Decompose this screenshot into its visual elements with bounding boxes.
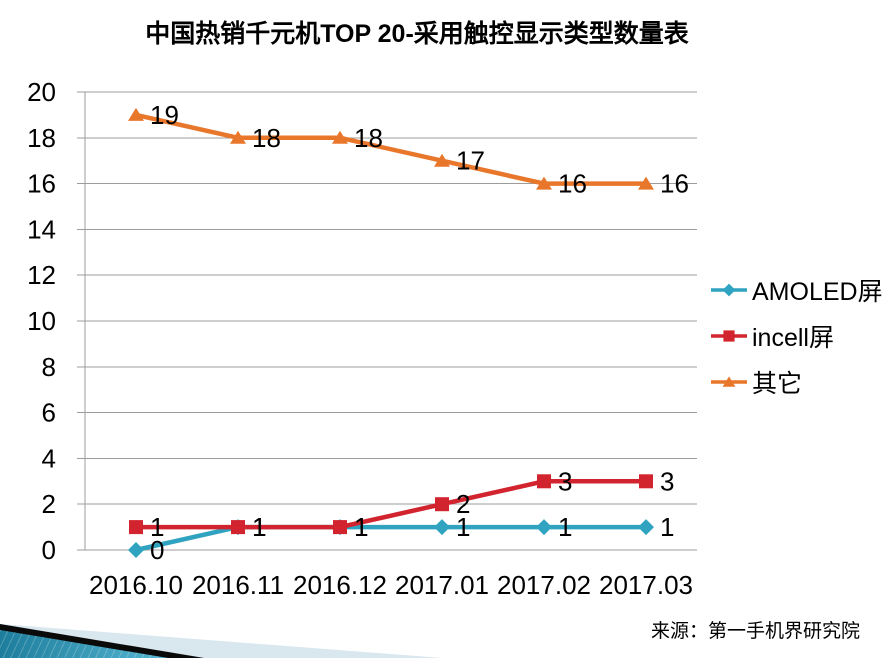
triangle-marker [230, 130, 246, 144]
y-tick-label: 20 [27, 77, 56, 107]
diamond-marker [128, 542, 144, 558]
y-tick-label: 0 [42, 535, 56, 565]
series-line [135, 112, 646, 186]
chart-title: 中国热销千元机TOP 20-采用触控显示类型数量表 [145, 20, 689, 48]
line-triangle-marker-icon [711, 376, 747, 387]
square-marker [537, 474, 551, 489]
data-label: 3 [558, 466, 572, 496]
y-tick-label: 4 [42, 443, 56, 473]
y-tick-label: 2 [42, 489, 56, 519]
series-line [135, 524, 646, 553]
x-tick-label: 2017.02 [497, 570, 591, 600]
data-label: 2 [456, 489, 470, 519]
legend-label-other: 其它 [752, 370, 803, 398]
square-marker [231, 520, 245, 535]
y-tick-label: 10 [27, 306, 56, 336]
line-diamond-marker-icon [711, 283, 747, 297]
data-label: 16 [558, 169, 587, 199]
legend: AMOLED屏 incell屏 其它 [710, 275, 896, 413]
data-label: 1 [456, 512, 470, 542]
line-square-marker-icon [711, 330, 747, 342]
data-label: 16 [660, 169, 689, 199]
square-marker [129, 520, 143, 535]
square-marker [435, 497, 449, 512]
triangle-marker [722, 376, 736, 387]
x-tick-label: 2016.12 [293, 570, 387, 600]
x-tick-label: 2016.11 [192, 570, 284, 600]
square-marker [333, 520, 347, 535]
diamond-marker [638, 519, 654, 536]
data-label: 1 [150, 512, 164, 542]
data-label: 1 [252, 512, 266, 542]
legend-label-amoled: AMOLED屏 [752, 278, 883, 306]
triangle-marker [536, 176, 552, 190]
diamond-marker [434, 519, 450, 536]
y-tick-label: 14 [27, 214, 56, 244]
y-tick-label: 12 [27, 260, 56, 290]
legend-label-incell: incell屏 [752, 324, 834, 352]
triangle-marker [128, 107, 144, 121]
y-tick-label: 18 [27, 123, 56, 153]
x-tick-label: 2017.01 [395, 570, 489, 600]
series-0: 01 1 1 1 1 [128, 512, 674, 565]
series-2: 19 18 18 17 16 16 [128, 100, 689, 199]
legend-item-amoled: AMOLED屏 [710, 275, 896, 306]
series-line [136, 479, 646, 530]
data-label: 18 [354, 123, 383, 153]
y-tick-label: 16 [27, 169, 56, 199]
triangle-marker [638, 176, 654, 190]
diamond-marker [722, 283, 736, 297]
data-label: 1 [558, 512, 572, 542]
data-label: 17 [456, 146, 485, 176]
square-marker [639, 474, 653, 489]
x-tick-label: 2016.10 [89, 570, 183, 600]
y-tick-label: 8 [42, 352, 56, 382]
triangle-marker [434, 153, 450, 167]
legend-item-other: 其它 [710, 367, 896, 398]
data-label: 3 [660, 466, 674, 496]
square-marker [723, 330, 735, 342]
data-label: 1 [354, 512, 368, 542]
data-label: 0 [150, 535, 164, 565]
triangle-marker [332, 130, 348, 144]
x-tick-label: 2017.03 [599, 570, 693, 600]
y-tick-label: 6 [42, 398, 56, 428]
diamond-marker [536, 519, 552, 536]
series-1: 1 1 123 3 [129, 466, 674, 542]
data-label: 19 [150, 100, 179, 130]
data-label: 1 [660, 512, 674, 542]
legend-item-incell: incell屏 [710, 321, 896, 352]
source-note: 来源：第一手机界研究院 [650, 621, 860, 642]
data-label: 18 [252, 123, 281, 153]
